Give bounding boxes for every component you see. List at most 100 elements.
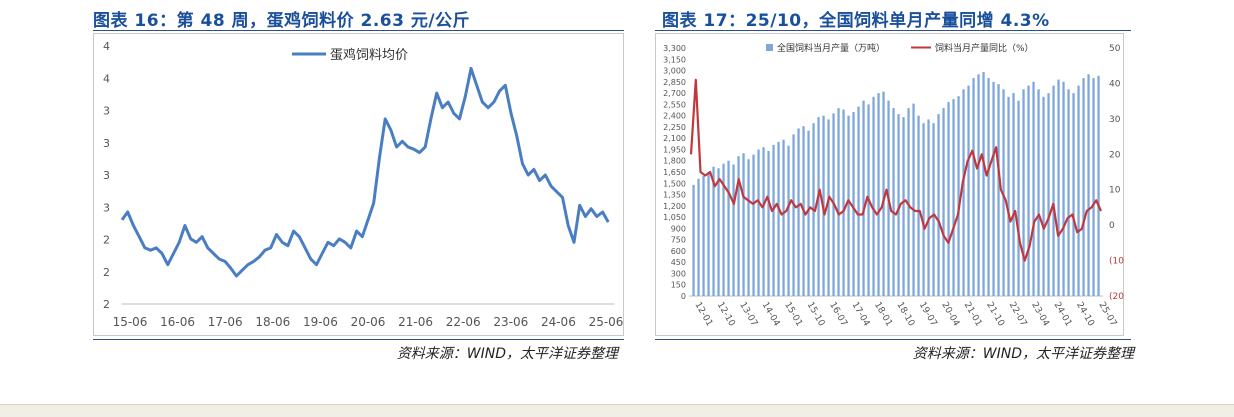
x-tick-label: 19-07 [917,301,939,329]
output-bar [757,149,760,296]
output-bar [862,100,865,296]
y-left-tick-label: 1,500 [663,179,686,188]
output-bar [1057,79,1060,296]
page-footer-band [0,404,1234,417]
x-tick-label: 22-06 [446,315,481,329]
output-bar [882,91,885,296]
output-bar [942,108,945,296]
title-rule-right [655,30,1131,31]
output-bar [1022,89,1025,296]
output-bar [992,81,995,296]
output-bar [922,123,925,296]
y-left-tick-label: 2,850 [663,78,686,87]
output-bar [787,145,790,296]
output-bar [767,151,770,296]
figure-16-title: 图表 16：第 48 周，蛋鸡饲料价 2.63 元/公斤 [93,11,471,31]
y-left-tick-label: 2,550 [663,100,686,109]
y-left-tick-label: 600 [671,247,686,256]
output-bar [702,175,705,296]
y-right-tick-label: (10) [1109,257,1125,267]
legend-bar-swatch [766,44,773,51]
figure-16-source: 资料来源：WIND，太平洋证券整理 [396,346,618,362]
y-left-tick-label: 900 [671,224,686,233]
x-tick-label: 17-06 [208,315,243,329]
output-bar [967,85,970,296]
y-left-tick-label: 2,100 [663,134,686,143]
output-bar [987,78,990,296]
output-bar [692,184,695,296]
output-bar [902,117,905,296]
y-left-tick-label: 3,150 [663,55,686,64]
y-left-tick-label: 1,050 [663,213,686,222]
output-bar [777,141,780,296]
output-bar [907,108,910,296]
output-bar [1062,81,1065,296]
output-bar [1042,96,1045,296]
y-right-tick-label: 10 [1109,186,1121,196]
output-bar [817,117,820,296]
yoy-series-line [689,78,1103,262]
y-tick-label: 3 [103,169,110,182]
output-bar [717,168,720,296]
output-bar [727,160,730,296]
source-rule-left [93,339,624,340]
y-tick-label: 2 [103,298,110,311]
output-bar [932,123,935,296]
y-left-tick-label: 300 [671,269,686,278]
output-bar [827,119,830,297]
x-tick-label: 20-04 [939,301,961,329]
x-tick-label: 15-06 [113,315,148,329]
y-left-tick-label: 0 [681,292,686,301]
egg-feed-price-chart: 2 2 2 3 3 3 3 4 4 15-06 16-06 17-06 18-06 19-06 20-06 2… [93,33,624,336]
output-bar [962,89,965,296]
x-tick-label: 23-04 [1029,301,1051,329]
x-tick-label: 21-01 [962,301,984,329]
output-bar [852,111,855,297]
y-left-tick-label: 1,350 [663,191,686,200]
x-tick-label: 15-10 [805,301,827,329]
output-bar [997,84,1000,296]
price-series-line [120,66,610,278]
output-bar [897,114,900,296]
output-bar [782,139,785,296]
output-bar [892,108,895,296]
y-tick-label: 2 [103,234,110,247]
output-bar [1067,89,1070,296]
output-bar [1072,93,1075,296]
output-bar [937,114,940,296]
output-bar [807,130,810,296]
y-left-tick-label: 3,000 [663,67,686,76]
feed-output-svg: 01503004506007509001,0501,2001,3501,5001… [663,42,1127,329]
output-bar [707,172,710,296]
x-tick-label: 12-10 [715,301,737,329]
output-bar [947,102,950,296]
x-tick-label: 16-07 [827,301,849,329]
y-tick-label: 3 [103,137,110,150]
output-bar [977,74,980,296]
output-bar [837,108,840,296]
legend-bar-label: 全国饲料当月产量（万吨） [777,42,885,54]
output-bar [1007,96,1010,296]
y-right-tick-label: 50 [1109,44,1121,54]
figure-17-title: 图表 17：25/10，全国饲料单月产量同增 4.3% [662,11,1050,31]
y-tick-label: 3 [103,105,110,118]
output-bar [752,154,755,296]
y-left-tick-label: 1,950 [663,145,686,154]
x-tick-label: 24-10 [1074,301,1096,329]
x-tick-label: 12-01 [692,301,714,329]
y-left-tick-label: 2,700 [663,89,686,98]
output-bar [917,115,920,296]
output-bar [732,164,735,296]
output-bar [737,156,740,296]
x-tick-label: 16-06 [160,315,195,329]
x-tick-label: 18-06 [255,315,290,329]
legend-line-label: 饲料当月产量同比（%） [935,42,1034,54]
y-left-tick-label: 450 [671,258,686,267]
output-bar [1012,93,1015,296]
output-bar [972,78,975,296]
output-bar [742,153,745,296]
y-left-tick-label: 2,400 [663,112,686,121]
x-tick-label: 21-06 [398,315,433,329]
y-left-tick-label: 750 [671,236,686,245]
x-tick-label: 20-06 [351,315,386,329]
